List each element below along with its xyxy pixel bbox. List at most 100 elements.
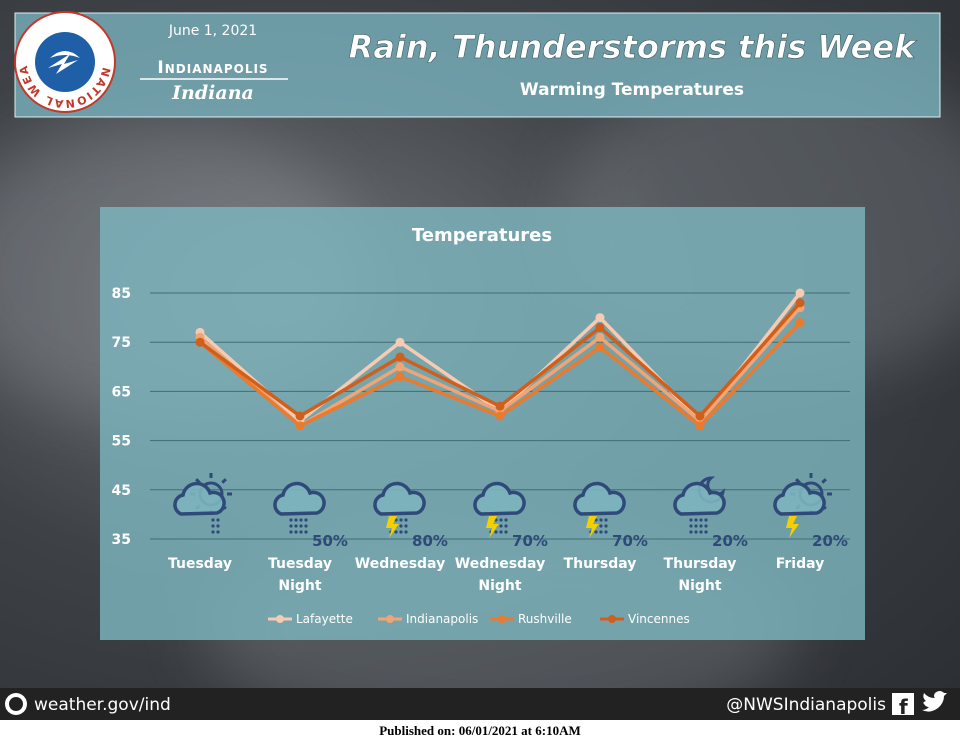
rain-drop (404, 518, 408, 522)
rain-drop (504, 524, 508, 528)
state: Indiana (171, 82, 254, 104)
cloud (673, 481, 726, 516)
weather-icon (573, 481, 626, 538)
twitter-icon (922, 691, 947, 712)
rain-drop (404, 524, 408, 528)
logo-bolt (48, 51, 80, 74)
cloud (773, 481, 826, 516)
rain-drop (494, 530, 498, 534)
publish-bar (0, 720, 960, 740)
rain-drop (216, 530, 220, 534)
weather-icon (773, 473, 832, 538)
rain-drop (594, 530, 598, 534)
rain-drop (399, 518, 403, 522)
rain-drop (289, 518, 293, 522)
rain-drop (604, 518, 608, 522)
precip-label: 50% (312, 532, 348, 550)
rain-drop (699, 530, 703, 534)
rain-drop (689, 524, 693, 528)
rain-drop (294, 524, 298, 528)
rain-drop (304, 518, 308, 522)
rain-drop (304, 524, 308, 528)
weather-icon (173, 473, 232, 534)
x-tick-label: Thursday Night (663, 556, 737, 594)
weather-icon (473, 481, 526, 538)
x-tick-label: Wednesday (354, 556, 446, 572)
legend-label: Rushville (518, 612, 572, 626)
data-point (795, 318, 805, 328)
chart-panel (100, 207, 865, 640)
rain-drop (211, 518, 215, 522)
rain-drop (211, 530, 215, 534)
data-point (195, 337, 205, 347)
precip-label: 20% (812, 532, 848, 550)
website: weather.gov/ind (34, 695, 171, 715)
rain-drop (216, 524, 220, 528)
rain-drop (504, 530, 508, 534)
legend-marker (276, 615, 284, 623)
cloud (373, 481, 426, 516)
published: Published on: 06/01/2021 at 6:10AM (379, 723, 581, 738)
weather-icon (673, 476, 726, 534)
precip-label: 20% (712, 532, 748, 550)
rain-drop (704, 530, 708, 534)
precip-label: 70% (612, 532, 648, 550)
rain-drop (699, 518, 703, 522)
rain-drop (499, 530, 503, 534)
rain-drop (289, 530, 293, 534)
y-tick-label: 75 (112, 335, 131, 351)
rain-drop (599, 518, 603, 522)
legend-label: Indianapolis (406, 612, 478, 626)
chart-title: Temperatures (412, 225, 552, 246)
social: @NWSIndianapolis (726, 695, 886, 715)
rain-drop (499, 518, 503, 522)
bolt (786, 516, 799, 538)
data-point (495, 411, 505, 421)
cloud (173, 481, 226, 516)
precip-label: 70% (512, 532, 548, 550)
y-tick-label: 45 (112, 483, 131, 499)
rain-drop (399, 524, 403, 528)
data-point (395, 362, 405, 372)
rain-drop (299, 530, 303, 534)
data-point (595, 342, 605, 352)
rain-drop (304, 530, 308, 534)
rain-drop (694, 524, 698, 528)
legend-label: Lafayette (296, 612, 353, 626)
rain-drop (704, 518, 708, 522)
rain-drop (704, 524, 708, 528)
precip-label: 80% (412, 532, 448, 550)
data-point (295, 411, 305, 421)
rain-drop (399, 530, 403, 534)
rain-drop (294, 530, 298, 534)
x-tick-label: Tuesday Night (268, 556, 332, 594)
legend-marker (608, 615, 616, 623)
footer-bar (0, 688, 960, 720)
cloud (273, 481, 326, 516)
cloud (473, 481, 526, 516)
legend-marker (498, 615, 506, 623)
rain-drop (689, 530, 693, 534)
x-tick-label: Friday (775, 556, 825, 572)
data-point (695, 411, 705, 421)
weather-icon (273, 481, 326, 534)
y-tick-label: 55 (112, 434, 131, 450)
sun-ray (221, 478, 227, 484)
bolt (486, 516, 499, 538)
rain-drop (394, 530, 398, 534)
header-box (14, 12, 941, 118)
subtitle: Warming Temperatures (520, 80, 744, 100)
rain-drop (694, 518, 698, 522)
rain-drop (404, 530, 408, 534)
data-point (395, 372, 405, 382)
rain-drop (689, 518, 693, 522)
sun-ray (821, 478, 827, 484)
rain-drop (599, 530, 603, 534)
rain-drop (216, 518, 220, 522)
facebook-icon (892, 693, 914, 715)
data-point (595, 313, 605, 323)
nws-icon-inner (9, 697, 23, 711)
x-tick-label: Tuesday (168, 556, 232, 572)
